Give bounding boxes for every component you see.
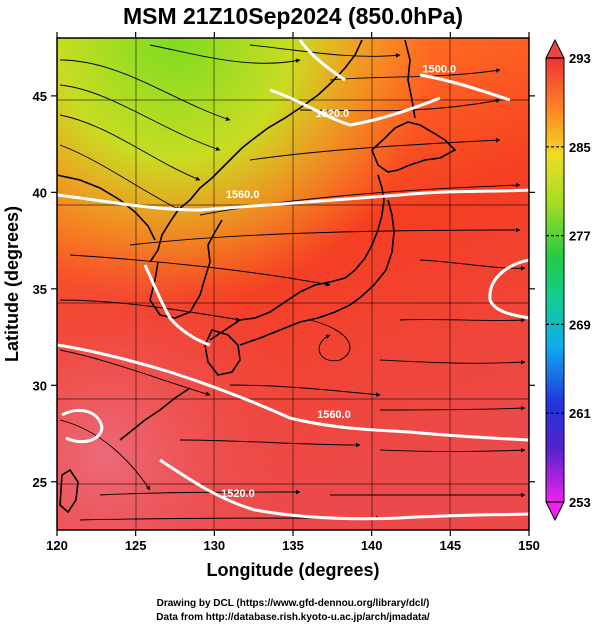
kyushu-coastline: [204, 329, 241, 376]
colorbar-tick-label: 285: [569, 140, 591, 155]
x-tick-label: 125: [125, 538, 147, 553]
streamline: [149, 44, 301, 64]
sakhalin-coastline: [404, 39, 416, 119]
streamline: [69, 254, 331, 287]
streamline: [59, 349, 211, 396]
korea-coastline: [149, 139, 253, 319]
y-tick-label: 40: [33, 185, 47, 200]
streamline: [399, 317, 526, 323]
streamline: [59, 299, 241, 322]
contour-korea-trough: [143, 264, 211, 347]
streamline: [379, 405, 526, 411]
streamline: [379, 447, 526, 453]
plot-area: [57, 38, 529, 530]
y-tick-label: 30: [33, 378, 47, 393]
streamline: [59, 114, 201, 181]
contour-1520: [269, 88, 441, 127]
streamline: [329, 68, 501, 81]
x-tick-label: 120: [46, 538, 68, 553]
height-contours: [57, 39, 529, 521]
streamline: [199, 182, 521, 216]
mainland-asia-coastline: [57, 39, 363, 241]
streamline: [419, 259, 526, 271]
streamline: [249, 44, 401, 58]
y-tick-label: 35: [33, 282, 47, 297]
streamline: [299, 98, 501, 112]
contour-1560-south: [57, 343, 529, 442]
colorbar-tick-label: 253: [569, 495, 591, 510]
ryukyu-islands: [119, 387, 191, 441]
contour-1520-south: [159, 458, 529, 521]
streamline: [179, 439, 361, 448]
streamline: [379, 359, 526, 365]
contour-1500: [298, 39, 511, 102]
contour-1560-north: [57, 188, 529, 212]
x-tick-label: 135: [282, 538, 304, 553]
streamline: [229, 384, 381, 397]
japan-honshu-coastline: [209, 174, 395, 346]
streamline: [59, 84, 221, 151]
hokkaido-coastline: [371, 121, 457, 173]
map-title: MSM 21Z10Sep2024 (850.0hPa): [123, 3, 463, 29]
coastlines: [57, 39, 457, 514]
colorbar-tick-label: 277: [569, 229, 591, 244]
streamline: [129, 227, 521, 246]
colorbar-top-arrow: [545, 38, 565, 59]
contour-labels: 1560.0 1520.0 1500.0 1560.0 1520.0: [221, 64, 456, 500]
streamline: [59, 419, 151, 491]
credit-drawing: Drawing by DCL (https://www.gfd-dennou.o…: [157, 598, 430, 609]
streamline: [249, 137, 501, 161]
colorbar-ticks: 253 261 269 277 285 293: [546, 51, 591, 510]
contour-label: 1520.0: [221, 488, 255, 500]
colorbar-tick-label: 269: [569, 317, 591, 332]
x-tick-label: 150: [518, 538, 540, 553]
colorbar-tick-label: 293: [569, 51, 591, 66]
x-tick-label: 140: [361, 538, 383, 553]
streamline: [309, 319, 351, 362]
colorbar: 253 261 269 277 285 293: [545, 38, 591, 522]
contour-label: 1520.0: [316, 108, 350, 120]
credit-data-source: Data from http://database.rish.kyoto-u.a…: [156, 612, 430, 623]
x-axis: 120 125 130 135 140 145 150: [46, 32, 540, 553]
y-axis-title: Latitude (degrees): [2, 206, 22, 362]
taiwan-coastline: [59, 468, 79, 514]
x-tick-label: 130: [203, 538, 225, 553]
colorbar-tick-label: 261: [569, 406, 591, 421]
streamline: [99, 489, 301, 496]
contour-typhoon-ring: [61, 409, 104, 444]
y-tick-label: 45: [33, 89, 47, 104]
x-tick-label: 145: [439, 538, 461, 553]
x-axis-title: Longitude (degrees): [206, 560, 379, 580]
streamline: [59, 59, 231, 121]
contour-label: 1500.0: [422, 64, 456, 76]
contour-label: 1560.0: [317, 409, 351, 421]
wind-streamlines: [59, 44, 526, 521]
colorbar-body: [545, 57, 565, 503]
contour-label: 1560.0: [226, 189, 260, 201]
colorbar-bottom-arrow: [545, 501, 565, 522]
contour-east-high: [488, 258, 529, 320]
y-tick-label: 25: [33, 475, 47, 490]
y-axis: 25 30 35 40 45: [33, 89, 535, 490]
streamline: [59, 144, 181, 211]
